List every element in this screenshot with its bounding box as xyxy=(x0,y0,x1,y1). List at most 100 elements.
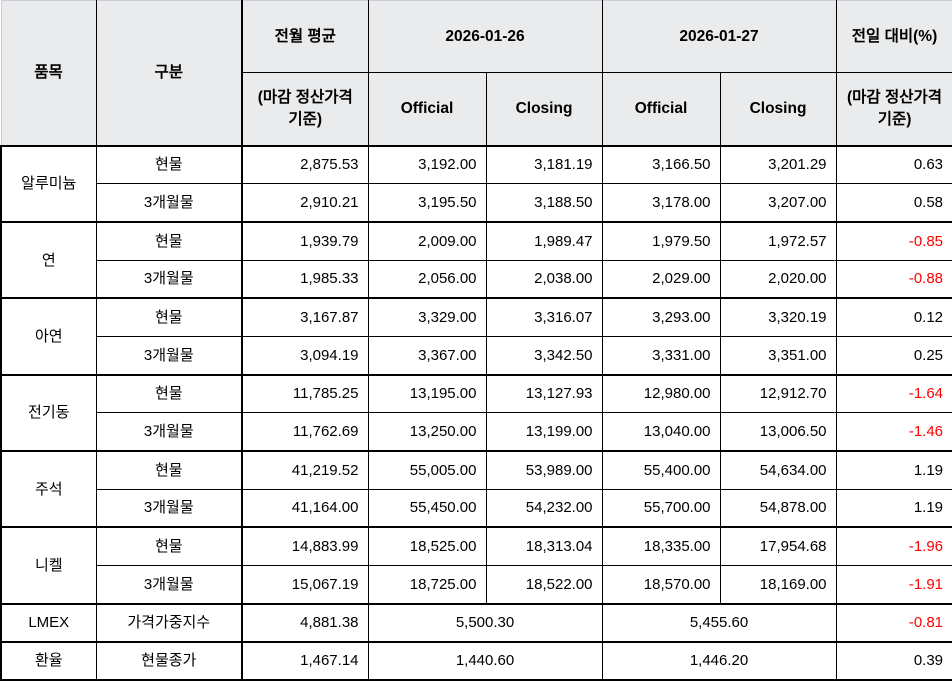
header-row-2: (마감 정산가격 기준) Official Closing Official C… xyxy=(1,72,952,146)
cell-date2-official: 13,040.00 xyxy=(601,412,721,452)
cell-date1-closing: 13,199.00 xyxy=(485,412,603,452)
cell-date1-official: 3,195.50 xyxy=(367,183,487,223)
cell-date1-closing: 18,522.00 xyxy=(485,564,603,605)
cell-date2-merged: 5,455.60 xyxy=(601,602,837,643)
table-row: 3개월물 1,985.33 2,056.00 2,038.00 2,029.00 2,02… xyxy=(1,259,952,299)
table-row: 주석 현물 41,219.52 55,005.00 53,989.00 55,400.00… xyxy=(0,449,952,528)
cell-date2-official: 3,178.00 xyxy=(601,183,721,223)
header-date-2: 2026-01-27 xyxy=(601,0,837,73)
header-change: 전일 대비(%) xyxy=(835,0,952,73)
cell-change-pct: 1.19 xyxy=(835,449,952,490)
cell-item-name: 알루미늄 xyxy=(0,144,97,223)
cell-category: 현물 xyxy=(95,220,243,261)
cell-date2-closing: 12,912.70 xyxy=(719,373,837,414)
header-date-1: 2026-01-26 xyxy=(367,0,603,73)
cell-category: 3개월물 xyxy=(95,564,243,605)
table-row: 3개월물 3,094.19 3,367.00 3,342.50 3,331.00 3,35… xyxy=(1,335,952,376)
cell-change-pct: -1.46 xyxy=(835,412,952,452)
cell-category: 가격가중지수 xyxy=(95,602,243,643)
cell-prev-avg: 2,910.21 xyxy=(241,183,369,223)
cell-date1-official: 2,056.00 xyxy=(367,259,487,299)
cell-date1-merged: 1,440.60 xyxy=(367,640,603,681)
table-row: 환율 현물종가 1,467.14 1,440.60 1,446.20 0.39 xyxy=(0,640,952,681)
cell-date2-closing: 18,169.00 xyxy=(719,564,837,605)
cell-date1-merged: 5,500.30 xyxy=(367,602,603,643)
table-row: 니켈 현물 14,883.99 18,525.00 18,313.04 18,335.00… xyxy=(0,526,952,605)
header-row-1: 품목 구분 전월 평균 2026-01-26 2026-01-27 전일 대비(… xyxy=(0,0,952,146)
header-prev-avg: 전월 평균 xyxy=(241,0,369,73)
header-prev-avg-subtitle: (마감 정산가격 기준) xyxy=(241,72,369,146)
cell-date1-official: 2,009.00 xyxy=(367,220,487,261)
cell-date1-closing: 3,188.50 xyxy=(485,183,603,223)
cell-category: 3개월물 xyxy=(95,259,243,299)
cell-date2-official: 55,400.00 xyxy=(601,449,721,490)
cell-change-pct: -1.96 xyxy=(835,526,952,566)
cell-category: 현물 xyxy=(95,144,243,185)
cell-date1-official: 55,005.00 xyxy=(367,449,487,490)
cell-prev-avg: 1,467.14 xyxy=(241,640,369,681)
cell-date2-closing: 2,020.00 xyxy=(719,259,837,299)
table-row: 3개월물 11,762.69 13,250.00 13,199.00 13,040.00… xyxy=(1,412,952,452)
cell-date1-official: 13,195.00 xyxy=(367,373,487,414)
cell-item-name: 주석 xyxy=(0,449,97,528)
cell-prev-avg: 1,939.79 xyxy=(241,220,369,261)
cell-prev-avg: 41,164.00 xyxy=(241,488,369,528)
cell-prev-avg: 4,881.38 xyxy=(241,602,369,643)
cell-date1-official: 3,329.00 xyxy=(367,297,487,337)
header-closing-1: Closing xyxy=(485,72,603,146)
cell-date2-official: 12,980.00 xyxy=(601,373,721,414)
cell-date2-official: 1,979.50 xyxy=(601,220,721,261)
cell-category: 현물 xyxy=(95,297,243,337)
table-row: 전기동 현물 11,785.25 13,195.00 13,127.93 12,980.0… xyxy=(0,373,952,452)
cell-change-pct: 1.19 xyxy=(835,488,952,528)
table-row: 알루미늄 현물 2,875.53 3,192.00 3,181.19 3,166.50 3,… xyxy=(0,144,952,223)
cell-change-pct: -0.88 xyxy=(835,259,952,299)
cell-date1-official: 18,725.00 xyxy=(367,564,487,605)
cell-change-pct: -1.91 xyxy=(835,564,952,605)
cell-date2-closing: 13,006.50 xyxy=(719,412,837,452)
table-header: 품목 구분 전월 평균 2026-01-26 2026-01-27 전일 대비(… xyxy=(0,0,952,146)
header-official-1: Official xyxy=(367,72,487,146)
cell-date1-closing: 3,342.50 xyxy=(485,335,603,376)
cell-date1-closing: 53,989.00 xyxy=(485,449,603,490)
cell-date2-official: 18,335.00 xyxy=(601,526,721,566)
cell-prev-avg: 2,875.53 xyxy=(241,144,369,185)
cell-change-pct: 0.58 xyxy=(835,183,952,223)
cell-date2-closing: 17,954.68 xyxy=(719,526,837,566)
header-category-column: 구분 xyxy=(95,0,243,146)
cell-item-name: 연 xyxy=(0,220,97,299)
cell-prev-avg: 11,785.25 xyxy=(241,373,369,414)
cell-item-name: LMEX xyxy=(0,602,97,643)
cell-item-name: 환율 xyxy=(0,640,97,681)
cell-date2-closing: 3,207.00 xyxy=(719,183,837,223)
cell-change-pct: 0.39 xyxy=(835,640,952,681)
cell-date2-closing: 3,351.00 xyxy=(719,335,837,376)
cell-date2-closing: 3,320.19 xyxy=(719,297,837,337)
cell-item-name: 전기동 xyxy=(0,373,97,452)
cell-category: 현물 xyxy=(95,526,243,566)
cell-category: 3개월물 xyxy=(95,335,243,376)
cell-date2-merged: 1,446.20 xyxy=(601,640,837,681)
cell-prev-avg: 41,219.52 xyxy=(241,449,369,490)
cell-date1-closing: 2,038.00 xyxy=(485,259,603,299)
cell-date2-official: 55,700.00 xyxy=(601,488,721,528)
cell-date1-closing: 18,313.04 xyxy=(485,526,603,566)
cell-date1-official: 3,192.00 xyxy=(367,144,487,185)
cell-prev-avg: 15,067.19 xyxy=(241,564,369,605)
cell-date2-closing: 1,972.57 xyxy=(719,220,837,261)
cell-category: 현물종가 xyxy=(95,640,243,681)
header-change-subtitle: (마감 정산가격 기준) xyxy=(835,72,952,146)
table-row: LMEX 가격가중지수 4,881.38 5,500.30 5,455.60 -0.81 xyxy=(0,602,952,643)
table-row: 3개월물 41,164.00 55,450.00 54,232.00 55,700.00… xyxy=(1,488,952,528)
cell-prev-avg: 3,094.19 xyxy=(241,335,369,376)
cell-category: 3개월물 xyxy=(95,412,243,452)
cell-date2-closing: 54,634.00 xyxy=(719,449,837,490)
cell-date1-closing: 54,232.00 xyxy=(485,488,603,528)
cell-date1-closing: 3,316.07 xyxy=(485,297,603,337)
header-closing-2: Closing xyxy=(719,72,837,146)
cell-date1-official: 13,250.00 xyxy=(367,412,487,452)
cell-date1-official: 18,525.00 xyxy=(367,526,487,566)
cell-category: 3개월물 xyxy=(95,183,243,223)
cell-date2-official: 2,029.00 xyxy=(601,259,721,299)
